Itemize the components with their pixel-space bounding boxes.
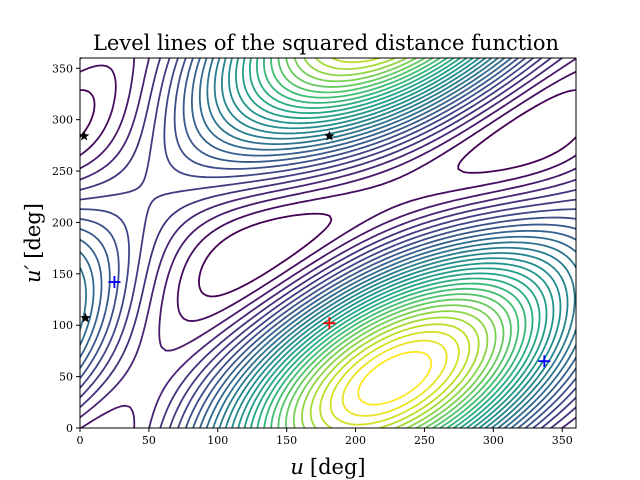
saddle-marker	[324, 130, 335, 141]
contour-level-line	[80, 58, 576, 428]
contour-level-line	[235, 58, 555, 428]
contour-level-line	[341, 339, 448, 417]
contour-level-line	[248, 58, 541, 428]
contour-lines	[80, 58, 576, 428]
x-tick-label: 300	[483, 434, 504, 447]
contour-level-line	[270, 58, 520, 428]
contour-level-line	[80, 58, 576, 428]
y-tick-label: 0	[66, 422, 73, 435]
x-tick-label: 50	[142, 434, 156, 447]
contour-level-line	[80, 58, 576, 428]
minimum-marker	[538, 355, 551, 368]
contour-level-line	[309, 58, 480, 428]
contour-level-line	[228, 58, 562, 428]
y-tick-label: 150	[52, 268, 73, 281]
x-axis-variable: u	[290, 455, 304, 479]
contour-level-line	[319, 58, 471, 428]
contour-level-line	[285, 58, 505, 428]
contour-level-line	[329, 330, 460, 426]
contour-level-line	[80, 64, 576, 322]
contour-level-line	[80, 58, 576, 428]
contour-level-line	[255, 58, 534, 428]
contour-level-line	[242, 58, 548, 428]
x-axis-unit: [deg]	[310, 455, 366, 479]
contour-level-line	[80, 58, 576, 428]
x-tick-label: 0	[77, 434, 84, 447]
y-tick-label: 250	[52, 165, 73, 178]
y-axis-ticks: 0 50 100 150 200 250 300 350	[52, 62, 80, 435]
y-axis-label: u′ [deg]	[21, 203, 45, 283]
y-axis-variable: u′	[21, 264, 45, 283]
x-axis-label: u [deg]	[290, 455, 365, 479]
contour-level-line	[301, 58, 489, 428]
contour-level-line	[80, 58, 576, 428]
x-tick-label: 250	[414, 434, 435, 447]
y-tick-label: 50	[59, 371, 73, 384]
contour-level-line	[277, 58, 512, 428]
contour-level-line	[80, 58, 576, 428]
contour-level-line	[80, 89, 576, 298]
saddle-marker	[78, 130, 90, 141]
y-tick-label: 200	[52, 216, 73, 229]
contour-level-line	[263, 58, 527, 428]
maximum-marker	[323, 317, 336, 330]
contour-level-line	[221, 58, 569, 428]
x-tick-label: 100	[207, 434, 228, 447]
contour-level-line	[80, 58, 576, 428]
y-tick-label: 300	[52, 114, 73, 127]
y-tick-label: 350	[52, 62, 73, 75]
plot-frame	[79, 57, 577, 429]
contour-level-line	[80, 58, 576, 428]
y-axis-unit: [deg]	[21, 203, 45, 259]
x-axis-ticks: 0 50 100 150 200 250 300 350	[77, 428, 573, 447]
contour-level-line	[292, 58, 497, 428]
contour-level-line	[357, 350, 433, 406]
contour-level-line	[80, 58, 576, 428]
x-tick-label: 350	[552, 434, 573, 447]
x-tick-label: 150	[276, 434, 297, 447]
y-tick-label: 100	[52, 319, 73, 332]
x-tick-label: 200	[345, 434, 366, 447]
critical-point-markers	[78, 130, 551, 368]
chart-title: Level lines of the squared distance func…	[93, 31, 559, 55]
minimum-marker	[108, 276, 121, 289]
saddle-marker	[80, 312, 91, 323]
